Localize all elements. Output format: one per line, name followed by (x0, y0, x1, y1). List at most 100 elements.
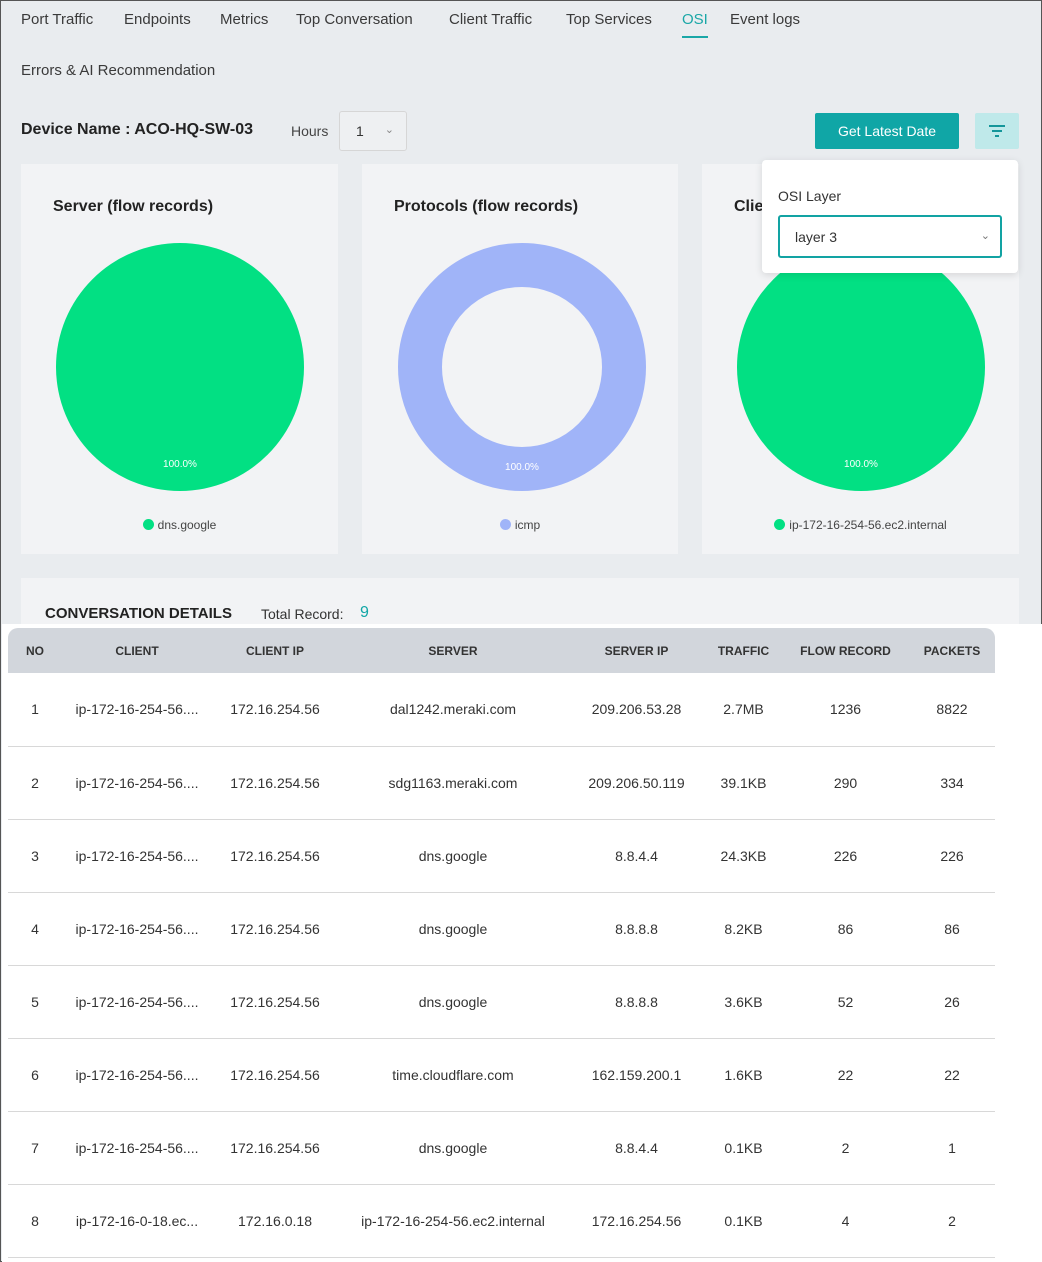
total-record-label: Total Record: (261, 606, 344, 622)
cell-packets: 334 (940, 774, 964, 791)
cell-packets: 2 (948, 1212, 956, 1229)
cell-packets: 1 (948, 1139, 956, 1156)
osi-layer-select[interactable]: layer 3 ⌄ (778, 215, 1002, 258)
cell-client-ip: 172.16.254.56 (230, 774, 320, 791)
server-chart-card: Server (flow records) 100.0% dns.google (21, 164, 338, 554)
column-header-server[interactable]: SERVER (428, 643, 478, 658)
cell-flow-record: 290 (833, 774, 858, 791)
cell-server-ip: 162.159.200.1 (591, 1066, 682, 1083)
cell-no: 2 (31, 774, 39, 791)
cell-traffic: 0.1KB (724, 1212, 763, 1229)
tab-port-traffic[interactable]: Port Traffic (21, 11, 94, 28)
cell-client-ip: 172.16.254.56 (230, 920, 320, 937)
cell-flow-record: 2 (841, 1139, 850, 1156)
table-row[interactable]: 6 ip-172-16-254-56.... 172.16.254.56 time.c… (8, 1038, 995, 1111)
cell-server: dal1242.meraki.com (389, 701, 517, 718)
get-latest-date-button[interactable]: Get Latest Date (815, 113, 959, 149)
cell-packets: 26 (944, 993, 960, 1010)
conversation-table: NO CLIENT CLIENT IP SERVER SERVER IP TRA… (8, 628, 995, 1258)
column-header-packets[interactable]: PACKETS (923, 643, 981, 658)
cell-server: dns.google (418, 847, 488, 864)
hours-value: 1 (356, 123, 364, 139)
column-header-no[interactable]: NO (26, 643, 44, 658)
cell-traffic: 1.6KB (724, 1066, 763, 1083)
cell-client: ip-172-16-0-18.ec... (75, 1212, 199, 1229)
cell-server-ip: 8.8.4.4 (615, 847, 658, 864)
cell-no: 1 (31, 701, 39, 718)
cell-no: 7 (31, 1139, 39, 1156)
table-row[interactable]: 8 ip-172-16-0-18.ec... 172.16.0.18 ip-172-1… (8, 1184, 995, 1257)
filter-icon (989, 125, 1005, 137)
cell-server-ip: 8.8.8.8 (615, 920, 658, 937)
cell-server: time.cloudflare.com (392, 1066, 514, 1083)
tab-endpoints[interactable]: Endpoints (124, 11, 191, 28)
tab-top-conversation[interactable]: Top Conversation (296, 11, 413, 28)
column-header-client-ip[interactable]: CLIENT IP (245, 643, 304, 658)
pie-slice-label: 100.0% (163, 459, 197, 470)
column-header-client[interactable]: CLIENT (115, 643, 159, 658)
tab-errors-ai-recommendation[interactable]: Errors & AI Recommendation (21, 62, 216, 79)
cell-no: 8 (31, 1212, 39, 1229)
chevron-down-icon: ⌄ (980, 230, 990, 242)
table-row[interactable]: 1 ip-172-16-254-56.... 172.16.254.56 dal124… (8, 673, 995, 746)
cell-server: dns.google (418, 993, 488, 1010)
cell-traffic: 24.3KB (720, 847, 767, 864)
column-header-server-ip[interactable]: SERVER IP (604, 643, 669, 658)
cell-flow-record: 86 (837, 920, 854, 937)
conversation-details-title: CONVERSATION DETAILS (45, 605, 232, 622)
cell-client-ip: 172.16.0.18 (238, 1212, 312, 1229)
tab-event-logs[interactable]: Event logs (730, 11, 801, 28)
device-name: Device Name : ACO-HQ-SW-03 (21, 121, 254, 138)
donut-slice-icmp[interactable] (398, 243, 646, 491)
column-header-flow-record[interactable]: FLOW RECORD (800, 643, 891, 658)
protocols-legend[interactable]: icmp (362, 518, 678, 532)
legend-dot (499, 519, 511, 530)
server-legend[interactable]: dns.google (21, 518, 338, 532)
cell-traffic: 39.1KB (720, 774, 767, 791)
client-legend[interactable]: ip-172-16-254-56.ec2.internal (702, 518, 1019, 532)
osi-filter-popover: OSI Layer layer 3 ⌄ (762, 160, 1018, 273)
table-row[interactable]: 2 ip-172-16-254-56.... 172.16.254.56 sdg116… (8, 746, 995, 819)
table-header-row: NO CLIENT CLIENT IP SERVER SERVER IP TRA… (8, 628, 995, 673)
protocols-chart-title: Protocols (flow records) (394, 198, 579, 215)
cell-client: ip-172-16-254-56.... (75, 1139, 199, 1156)
cell-packets: 226 (940, 847, 964, 864)
cell-client: ip-172-16-254-56.... (75, 774, 199, 791)
filter-button[interactable] (975, 113, 1019, 149)
tab-osi[interactable]: OSI (682, 11, 708, 38)
legend-dot (774, 519, 786, 530)
cell-flow-record: 52 (837, 993, 854, 1010)
legend-label: ip-172-16-254-56.ec2.internal (789, 518, 947, 532)
cell-server: dns.google (418, 920, 488, 937)
hours-select[interactable]: 1 ⌄ (339, 111, 407, 151)
tab-client-traffic[interactable]: Client Traffic (449, 11, 533, 28)
cell-no: 5 (31, 993, 39, 1010)
cell-traffic: 3.6KB (724, 993, 763, 1010)
table-row[interactable]: 5 ip-172-16-254-56.... 172.16.254.56 dns.go… (8, 965, 995, 1038)
cell-no: 3 (31, 847, 39, 864)
cell-packets: 86 (944, 920, 960, 937)
cell-flow-record: 1236 (829, 701, 862, 718)
cell-client-ip: 172.16.254.56 (230, 847, 320, 864)
legend-label: icmp (514, 518, 541, 532)
pie-slice-dns-google[interactable] (56, 243, 304, 491)
table-row[interactable]: 4 ip-172-16-254-56.... 172.16.254.56 dns.go… (8, 892, 995, 965)
cell-client-ip: 172.16.254.56 (230, 993, 320, 1010)
column-header-traffic[interactable]: TRAFFIC (717, 643, 770, 658)
cell-traffic: 0.1KB (724, 1139, 763, 1156)
cell-client-ip: 172.16.254.56 (230, 701, 320, 718)
legend-label: dns.google (157, 518, 217, 532)
cell-flow-record: 4 (841, 1212, 850, 1229)
cell-flow-record: 22 (837, 1066, 854, 1083)
tab-metrics[interactable]: Metrics (220, 11, 269, 28)
cell-traffic: 2.7MB (723, 701, 764, 718)
tab-top-services[interactable]: Top Services (566, 11, 652, 28)
table-row[interactable]: 7 ip-172-16-254-56.... 172.16.254.56 dns.go… (8, 1111, 995, 1184)
cell-client: ip-172-16-254-56.... (75, 847, 199, 864)
cell-client: ip-172-16-254-56.... (75, 1066, 199, 1083)
server-pie-chart: 100.0% (56, 243, 304, 491)
chevron-down-icon: ⌄ (384, 124, 394, 136)
table-row[interactable]: 3 ip-172-16-254-56.... 172.16.254.56 dns.go… (8, 819, 995, 892)
pie-slice-client[interactable] (737, 243, 985, 491)
protocols-donut-chart: 100.0% (398, 243, 646, 491)
